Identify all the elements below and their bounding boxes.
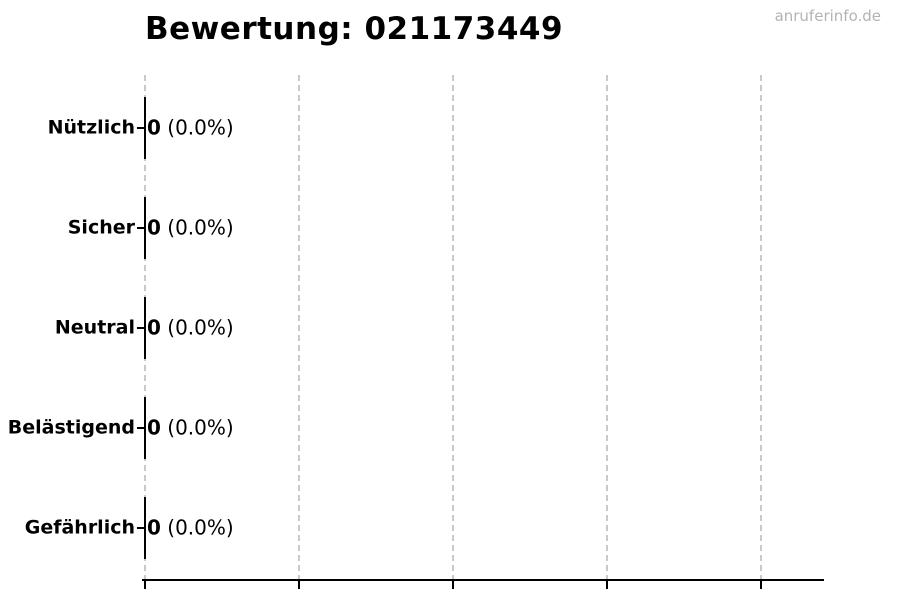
bar-value-label: 0 (0.0%): [147, 316, 234, 340]
y-axis-tick: [137, 327, 145, 329]
bar-value-percent: (0.0%): [160, 215, 234, 240]
bar-value-percent: (0.0%): [160, 515, 234, 540]
bar-value-label: 0 (0.0%): [147, 416, 234, 440]
y-axis-tick: [137, 227, 145, 229]
bar-value-percent: (0.0%): [160, 315, 234, 340]
y-axis-tick: [137, 427, 145, 429]
bar: [144, 497, 146, 559]
watermark: anruferinfo.de: [774, 7, 881, 25]
bar: [144, 397, 146, 459]
category-label: Nützlich: [47, 116, 135, 139]
bar-value-label: 0 (0.0%): [147, 516, 234, 540]
bar-value-count: 0: [147, 215, 161, 240]
x-axis-tick: [298, 581, 300, 589]
gridline: [760, 75, 762, 581]
x-axis-tick: [760, 581, 762, 589]
bar: [144, 97, 146, 159]
bar: [144, 197, 146, 259]
x-axis-tick: [452, 581, 454, 589]
gridline: [606, 75, 608, 581]
category-label: Neutral: [54, 316, 135, 339]
gridline: [452, 75, 454, 581]
bar: [144, 297, 146, 359]
chart-title: Bewertung: 021173449: [145, 11, 564, 47]
bar-value-count: 0: [147, 515, 161, 540]
y-axis-tick: [137, 527, 145, 529]
bar-value-percent: (0.0%): [160, 115, 234, 140]
x-axis-line: [142, 579, 824, 581]
bar-value-label: 0 (0.0%): [147, 216, 234, 240]
bar-value-count: 0: [147, 115, 161, 140]
bar-value-label: 0 (0.0%): [147, 116, 234, 140]
bar-value-percent: (0.0%): [160, 415, 234, 440]
gridline: [298, 75, 300, 581]
y-axis-tick: [137, 127, 145, 129]
bar-value-count: 0: [147, 315, 161, 340]
category-label: Sicher: [67, 216, 135, 239]
bar-value-count: 0: [147, 415, 161, 440]
x-axis-tick: [606, 581, 608, 589]
category-label: Gefährlich: [24, 516, 135, 539]
category-label: Belästigend: [7, 416, 135, 439]
x-axis-tick: [144, 581, 146, 589]
